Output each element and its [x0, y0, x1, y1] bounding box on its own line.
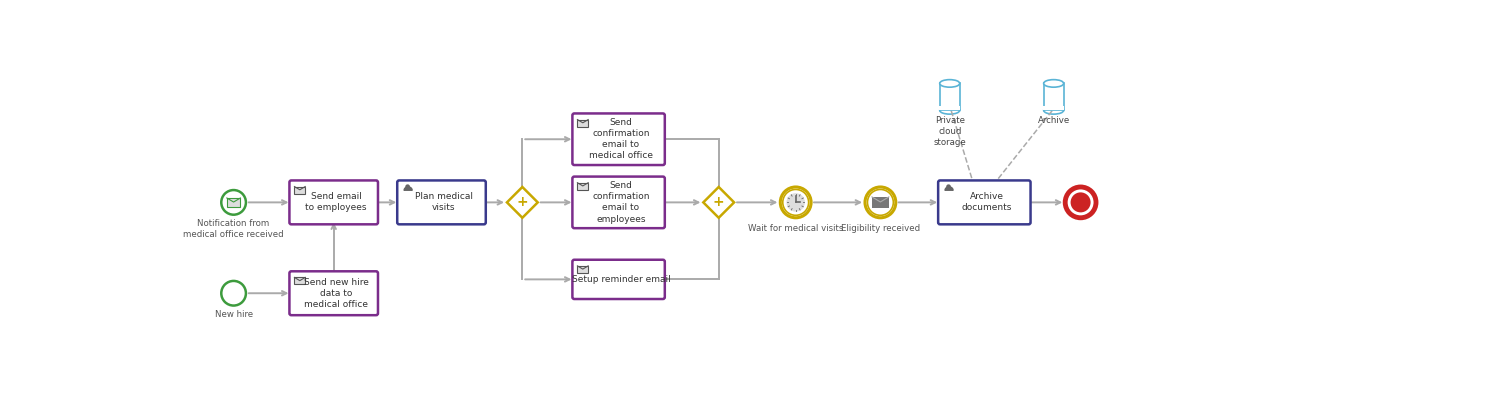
- Bar: [578, 183, 588, 190]
- Text: Private
cloud
storage: Private cloud storage: [933, 116, 966, 147]
- Ellipse shape: [939, 106, 960, 114]
- Text: Archive
documents: Archive documents: [962, 192, 1012, 213]
- Text: Send
confirmation
email to
medical office: Send confirmation email to medical offic…: [590, 118, 652, 161]
- Text: +: +: [712, 195, 724, 208]
- Circle shape: [865, 187, 895, 218]
- Text: Plan medical
visits: Plan medical visits: [416, 192, 472, 213]
- Text: Wait for medical visits: Wait for medical visits: [748, 224, 843, 233]
- Ellipse shape: [939, 79, 960, 87]
- Circle shape: [786, 193, 806, 212]
- Circle shape: [1071, 192, 1090, 213]
- Text: Notification from
medical office received: Notification from medical office receive…: [183, 219, 284, 240]
- Bar: [939, 106, 960, 110]
- FancyBboxPatch shape: [290, 271, 378, 315]
- Text: Send new hire
data to
medical office: Send new hire data to medical office: [303, 277, 369, 309]
- Circle shape: [783, 189, 808, 215]
- Circle shape: [222, 190, 246, 215]
- Text: Eligibility received: Eligibility received: [842, 224, 920, 233]
- Polygon shape: [507, 187, 537, 218]
- FancyBboxPatch shape: [573, 114, 664, 165]
- Ellipse shape: [1044, 106, 1064, 114]
- Polygon shape: [704, 187, 734, 218]
- Bar: [294, 186, 304, 193]
- Text: Send email
to employees: Send email to employees: [306, 192, 368, 213]
- Circle shape: [867, 189, 894, 215]
- Circle shape: [1065, 187, 1096, 218]
- Text: New hire: New hire: [214, 310, 252, 319]
- Bar: [1044, 84, 1064, 110]
- Bar: [226, 198, 240, 207]
- Text: Send
confirmation
email to
employees: Send confirmation email to employees: [592, 181, 650, 223]
- Circle shape: [222, 281, 246, 306]
- Bar: [1042, 106, 1065, 110]
- FancyBboxPatch shape: [573, 176, 664, 228]
- Ellipse shape: [1044, 79, 1064, 87]
- Text: +: +: [516, 195, 528, 208]
- Text: Archive: Archive: [1038, 116, 1070, 125]
- FancyBboxPatch shape: [573, 260, 664, 299]
- Circle shape: [405, 184, 410, 189]
- FancyBboxPatch shape: [290, 181, 378, 224]
- Bar: [294, 277, 304, 285]
- FancyBboxPatch shape: [398, 181, 486, 224]
- Circle shape: [780, 187, 812, 218]
- Bar: [871, 197, 889, 208]
- Bar: [939, 84, 960, 110]
- Bar: [578, 119, 588, 126]
- Bar: [578, 266, 588, 273]
- Circle shape: [946, 184, 951, 189]
- FancyBboxPatch shape: [938, 181, 1030, 224]
- Text: Setup reminder email: Setup reminder email: [572, 275, 670, 284]
